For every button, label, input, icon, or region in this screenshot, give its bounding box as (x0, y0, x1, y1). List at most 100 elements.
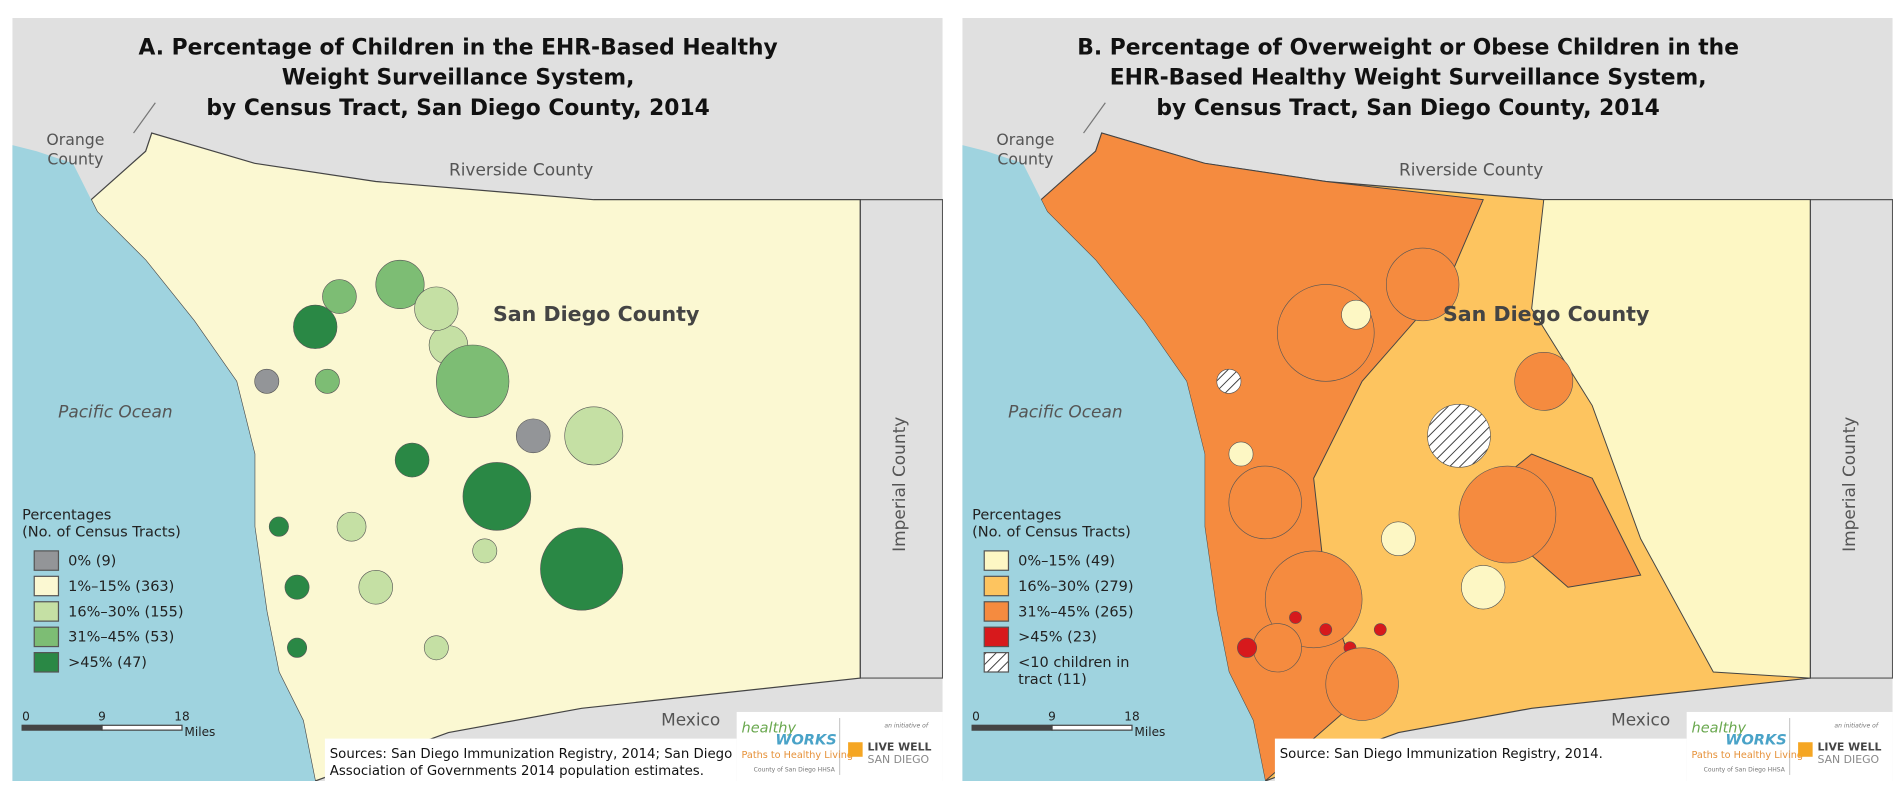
region-label: Riverside County (1399, 159, 1543, 179)
logo-text: Paths to Healthy Living (742, 750, 853, 761)
map-title: A. Percentage of Children in the EHR-Bas… (139, 35, 778, 60)
region-label: County (997, 150, 1053, 169)
tract (314, 368, 340, 394)
legend-label: 31%–45% (53) (68, 630, 174, 646)
logo-text: LIVE WELL (1817, 741, 1881, 754)
legend-label: 16%–30% (155) (68, 604, 183, 620)
legend-swatch (33, 626, 60, 648)
tract (472, 538, 498, 564)
logo-text: WORKS (1725, 733, 1786, 749)
tract (322, 279, 357, 314)
scale-label: 9 (98, 709, 106, 723)
legend-swatch (33, 575, 60, 597)
tract (1264, 550, 1363, 649)
tract (1325, 647, 1399, 721)
tract (1373, 623, 1387, 636)
legend-label: >45% (23) (1018, 630, 1097, 646)
legend-swatch (983, 652, 1010, 673)
legend-swatch (33, 601, 60, 622)
legend-swatch (983, 626, 1010, 648)
legend-label: 0%–15% (49) (1018, 553, 1115, 569)
legend-swatch (33, 550, 60, 571)
ocean-label: Pacific Ocean (58, 402, 172, 422)
logo-text: County of San Diego HHSA (754, 766, 836, 773)
tract (1386, 247, 1460, 322)
ocean (12, 145, 316, 781)
scale-label: 9 (1048, 709, 1056, 723)
logo-text: Paths to Healthy Living (1692, 750, 1803, 761)
legend-swatch (983, 575, 1010, 597)
tract (254, 368, 280, 394)
scale-bar (1051, 724, 1133, 731)
scale-label: 0 (22, 709, 30, 723)
logo-text: an initiative of (1834, 722, 1878, 730)
tract (336, 511, 367, 542)
region-label: Riverside County (449, 159, 593, 179)
tract (268, 516, 289, 537)
legend-title: (No. of Census Tracts) (972, 524, 1131, 540)
legend-label: tract (11) (1018, 672, 1087, 688)
tract (462, 462, 532, 531)
map-title: Weight Surveillance System, (282, 66, 635, 91)
tract (1252, 623, 1302, 673)
map-title: EHR-Based Healthy Weight Surveillance Sy… (1110, 66, 1707, 91)
tract (284, 574, 310, 600)
legend-title: (No. of Census Tracts) (22, 524, 181, 540)
logo-text: SAN DIEGO (1817, 753, 1879, 766)
region-label: Orange (46, 130, 104, 149)
tract (394, 442, 430, 478)
legend-label: 1%–15% (363) (68, 579, 174, 595)
ocean-label: Pacific Ocean (1008, 402, 1122, 422)
scale-bar (971, 724, 1053, 731)
region-label: Imperial County (1839, 417, 1859, 552)
tract (1514, 351, 1574, 411)
tract (1381, 521, 1416, 557)
source-box (324, 738, 737, 781)
tract (423, 635, 449, 661)
tract (436, 344, 510, 418)
map-title: B. Percentage of Overweight or Obese Chi… (1077, 35, 1739, 60)
scale-unit: Miles (1134, 725, 1165, 739)
region-fill (1531, 199, 1811, 679)
legend-swatch (33, 652, 60, 673)
scale-bar (21, 724, 103, 731)
tract (1458, 465, 1557, 564)
county-label: San Diego County (493, 302, 700, 326)
ocean (962, 145, 1266, 781)
map-panel: B. Percentage of Overweight or Obese Chi… (962, 18, 1893, 781)
border-line (133, 102, 156, 134)
tract (1289, 611, 1302, 624)
tract (287, 637, 308, 658)
region-label: Orange (996, 130, 1054, 149)
region-label: Mexico (1611, 709, 1670, 729)
legend-label: >45% (47) (68, 655, 147, 671)
tract (375, 259, 425, 309)
legend-swatch (983, 601, 1010, 622)
tract (1228, 465, 1302, 540)
scale-label: 18 (174, 709, 189, 723)
county-label: San Diego County (1443, 302, 1650, 326)
tract (564, 406, 624, 466)
legend-title: Percentages (22, 507, 111, 523)
scale-label: 18 (1124, 709, 1139, 723)
scale-label: 0 (972, 709, 980, 723)
tract (1319, 623, 1333, 636)
logo-text: healthy (1692, 721, 1747, 737)
logo-text: County of San Diego HHSA (1704, 766, 1786, 773)
map-title: by Census Tract, San Diego County, 2014 (206, 96, 709, 121)
legend-title: Percentages (972, 507, 1061, 523)
tract (1277, 284, 1375, 382)
scale-unit: Miles (184, 725, 215, 739)
border-line (1083, 102, 1106, 134)
logo-mark (848, 742, 863, 757)
logo-text: LIVE WELL (867, 741, 931, 754)
legend-label: 0% (9) (68, 553, 116, 569)
tract (1461, 565, 1506, 610)
source-box (1274, 738, 1687, 781)
legend-label: <10 children in (1018, 655, 1129, 671)
tract (414, 286, 459, 331)
map-panel: A. Percentage of Children in the EHR-Bas… (12, 18, 943, 781)
scale-bar (101, 724, 183, 731)
legend-label: 31%–45% (265) (1018, 604, 1133, 620)
